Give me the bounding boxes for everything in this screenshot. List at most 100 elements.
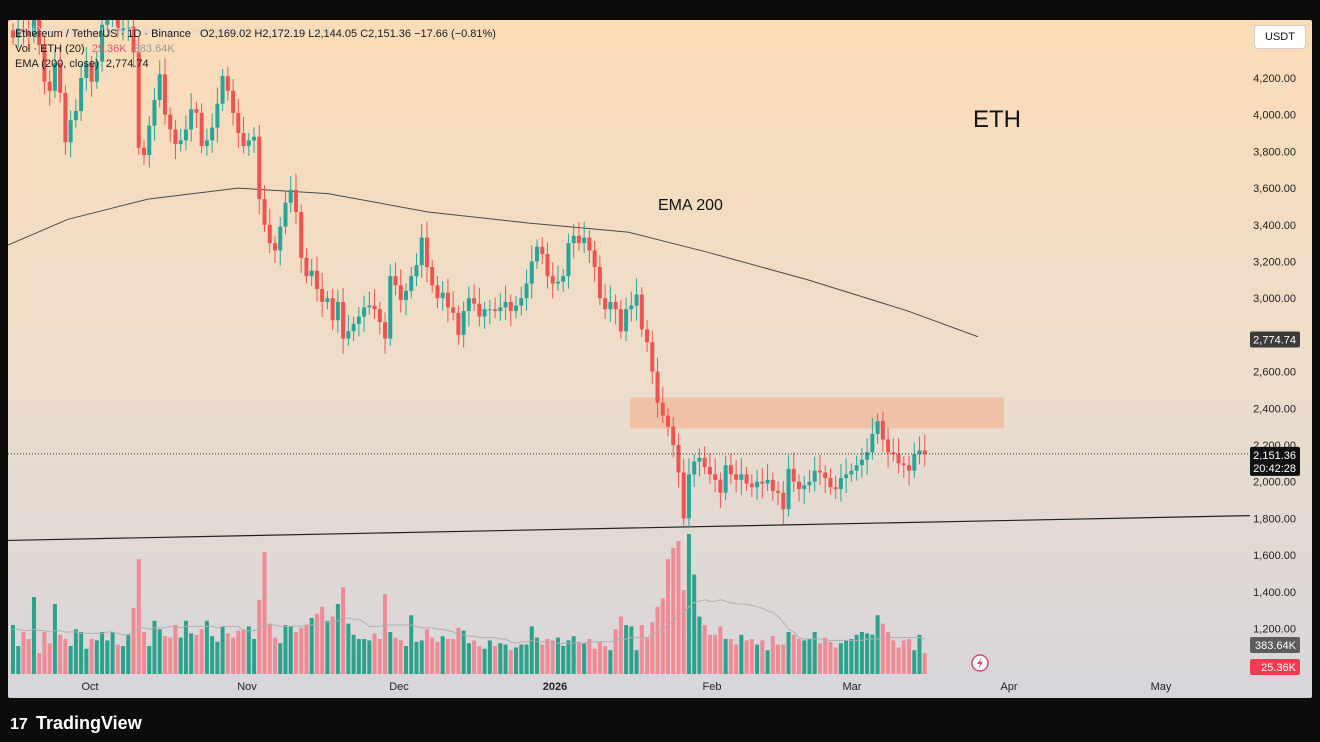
volume-bar	[288, 626, 293, 674]
volume-bar	[655, 606, 660, 674]
volume-bar	[252, 639, 257, 674]
legend-symbol[interactable]: Ethereum / TetherUS	[15, 28, 118, 40]
y-axis-tick-label: 1,200.00	[1253, 624, 1296, 636]
legend-volume-label[interactable]: Vol · ETH (20)	[15, 43, 85, 55]
x-axis-label: Apr	[1000, 681, 1017, 693]
volume-bar	[299, 627, 304, 674]
candle-body	[922, 450, 927, 454]
tradingview-brand[interactable]: 17 TradingView	[10, 713, 142, 734]
volume-bar	[63, 639, 68, 674]
candle-body	[273, 243, 277, 251]
volume-bar	[278, 643, 283, 674]
volume-bar	[383, 594, 388, 674]
candle-body	[424, 237, 429, 268]
volume-bar	[194, 634, 199, 674]
candle-body	[351, 323, 356, 332]
candle-body	[79, 78, 84, 112]
volume-bar	[11, 625, 15, 674]
candle-body	[451, 307, 456, 313]
candle-body	[42, 44, 47, 82]
volume-bar	[320, 606, 325, 674]
volume-bar	[241, 629, 246, 674]
volume-bar	[692, 574, 697, 674]
volume-bar	[472, 640, 477, 674]
volume-bar	[728, 639, 733, 674]
candle-body	[655, 371, 660, 403]
volume-bar	[755, 644, 760, 674]
x-axis-label: Nov	[237, 681, 257, 693]
volume-bar	[372, 633, 377, 674]
legend-ema-label[interactable]: EMA (200, close)	[15, 58, 99, 70]
volume-bar	[131, 608, 136, 674]
volume-bar	[776, 644, 781, 674]
ema-price-badge: 2,774.74	[1253, 335, 1296, 347]
candle-body	[231, 90, 236, 113]
candle-body	[267, 224, 272, 244]
candle-body	[702, 457, 707, 468]
candle-body	[901, 463, 906, 466]
x-axis-label: Mar	[843, 681, 862, 693]
volume-bar	[823, 637, 828, 674]
candle-body	[430, 267, 435, 286]
candle-body	[100, 24, 105, 62]
candle-body	[786, 468, 791, 510]
candle-body	[136, 52, 141, 148]
candle-body	[791, 468, 796, 482]
volume-ma-line	[13, 599, 925, 644]
y-axis-tick-label: 3,800.00	[1253, 146, 1296, 158]
volume-bar	[126, 634, 131, 674]
candle-body	[47, 81, 52, 91]
x-axis-label: Oct	[81, 681, 98, 693]
candle-body	[524, 283, 529, 299]
volume-bar	[917, 634, 922, 674]
volume-bar	[215, 641, 220, 674]
candle-body	[739, 474, 744, 480]
volume-bar	[79, 632, 84, 674]
volume-bar	[676, 541, 681, 674]
volume-bar	[388, 632, 393, 674]
volume-bar	[833, 647, 838, 674]
candle-body	[121, 28, 126, 31]
volume-bar	[723, 639, 728, 674]
candle-body	[288, 189, 293, 203]
volume-bar	[89, 639, 94, 674]
volume-bar	[121, 646, 126, 674]
y-axis-tick-label: 3,200.00	[1253, 257, 1296, 269]
volume-bar	[817, 643, 822, 674]
volume-bar	[341, 587, 346, 674]
chart-canvas[interactable]: 4,200.00 4,000.00 3,800.00 3,600.00 3,400.00…	[8, 20, 1312, 698]
volume-bar	[183, 620, 188, 674]
volume-bar	[592, 648, 597, 674]
volume-bar	[105, 640, 110, 674]
y-axis-tick-label: 3,000.00	[1253, 293, 1296, 305]
volume-bar	[31, 597, 36, 674]
volume-bar	[566, 640, 571, 674]
candle-body	[241, 133, 246, 146]
candle-body	[262, 199, 267, 225]
candle-body	[896, 454, 901, 464]
volume-bar	[47, 643, 52, 674]
volume-bar	[157, 629, 162, 674]
candle-body	[582, 237, 587, 244]
volume-bar	[765, 650, 770, 674]
volume-bar	[498, 643, 503, 674]
author-credit: cyrilXBT created with TradingView.com, M…	[18, 25, 335, 37]
candle-body	[755, 481, 760, 488]
candle-body	[519, 298, 524, 306]
volume-bar	[168, 637, 173, 674]
candle-body	[634, 294, 639, 306]
volume-bar	[671, 548, 676, 674]
candle-body	[293, 189, 298, 212]
legend-symbol-row: Ethereum / TetherUS · 1D · Binance O2,16…	[15, 28, 496, 40]
tradingview-wordmark: TradingView	[36, 713, 142, 733]
candle-body	[419, 237, 424, 266]
candle-body	[356, 316, 361, 324]
volume-bar	[199, 629, 204, 674]
volume-bar	[451, 639, 456, 674]
volume-bar	[16, 646, 21, 674]
volume-bar	[618, 616, 623, 674]
candle-body	[487, 309, 492, 311]
ema-annotation: EMA 200	[658, 197, 723, 214]
volume-bar	[744, 640, 749, 674]
currency-button[interactable]: USDT	[1254, 25, 1306, 49]
